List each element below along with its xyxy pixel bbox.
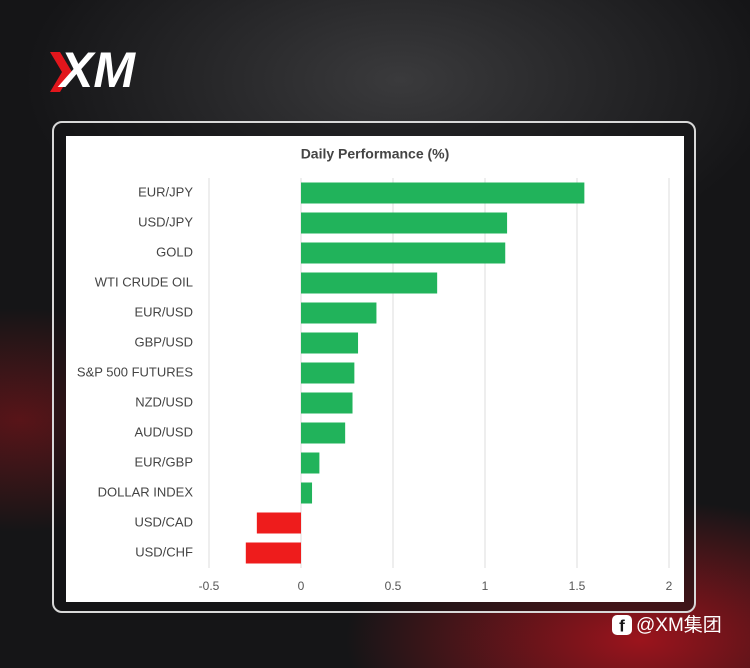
y-tick-label: WTI CRUDE OIL <box>95 274 193 289</box>
y-tick-label: GBP/USD <box>134 334 193 349</box>
y-tick-label: USD/CHF <box>135 544 193 559</box>
y-tick-label: NZD/USD <box>135 394 193 409</box>
bar <box>301 212 508 234</box>
bar <box>301 242 506 264</box>
y-tick-label: GOLD <box>156 244 193 259</box>
y-tick-label: S&P 500 FUTURES <box>77 364 193 379</box>
y-tick-label: AUD/USD <box>134 424 193 439</box>
bar <box>301 452 320 474</box>
bar <box>245 542 301 564</box>
bar <box>301 182 585 204</box>
y-tick-label: EUR/JPY <box>138 184 193 199</box>
logo: XM <box>57 42 136 98</box>
y-tick-label: EUR/USD <box>134 304 193 319</box>
x-tick-label: 1 <box>482 579 489 593</box>
x-tick-label: 1.5 <box>569 579 586 593</box>
facebook-icon <box>612 615 632 635</box>
bar <box>301 362 355 384</box>
bar <box>301 332 359 354</box>
footer-handle: @XM集团 <box>636 614 722 636</box>
y-tick-label: USD/JPY <box>138 214 193 229</box>
logo-chevron <box>50 52 72 92</box>
x-tick-label: 0 <box>298 579 305 593</box>
x-tick-label: 2 <box>666 579 673 593</box>
bar <box>301 302 377 324</box>
y-tick-label: USD/CAD <box>134 514 193 529</box>
bar <box>301 422 346 444</box>
chart-title: Daily Performance (%) <box>301 146 450 162</box>
y-tick-label: DOLLAR INDEX <box>98 484 194 499</box>
bar <box>301 392 353 414</box>
y-tick-label: EUR/GBP <box>134 454 193 469</box>
x-tick-label: 0.5 <box>385 579 402 593</box>
facebook-f: f <box>619 616 625 635</box>
bar <box>256 512 301 534</box>
bar <box>301 272 438 294</box>
bar <box>301 482 313 504</box>
x-tick-label: -0.5 <box>199 579 220 593</box>
